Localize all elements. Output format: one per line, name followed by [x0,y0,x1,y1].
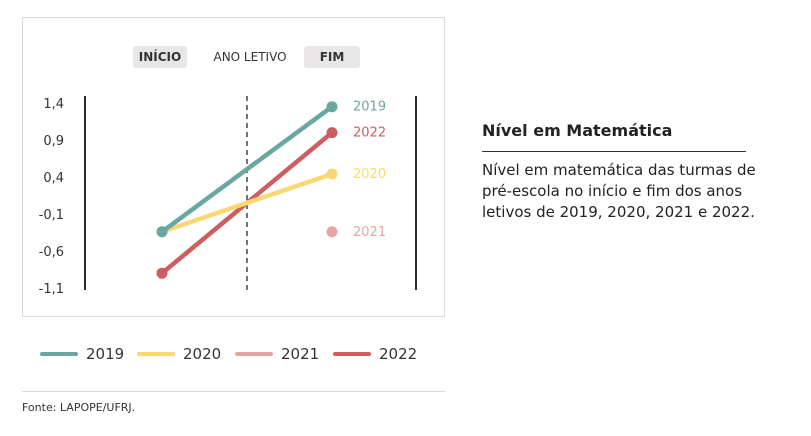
y-tick-label: -1,1 [39,282,64,297]
start-label: INÍCIO [133,46,187,68]
end-label-2019: 2019 [353,100,386,115]
point-end-2021 [326,226,338,238]
legend-label-2021: 2021 [281,345,320,363]
divider [22,391,445,392]
y-tick-label: -0,1 [39,208,64,223]
y-tick-label: 0,9 [43,134,64,149]
legend-label-2020: 2020 [183,345,222,363]
side-divider [482,151,746,152]
end-label-2020: 2020 [353,167,386,182]
y-tick-label: 0,4 [43,171,64,186]
legend-label-2022: 2022 [379,345,418,363]
y-tick-label: 1,4 [43,97,64,112]
series-line-2020 [159,171,335,235]
side-description: Nível em matemática das turmas de pré-es… [482,161,756,221]
chart-frame [22,17,445,317]
period-label: ANO LETIVO [213,50,287,64]
point-end-2020 [326,168,338,180]
legend-swatch-2019 [40,352,78,356]
end-label-2022: 2022 [353,126,386,141]
legend-swatch-2021 [235,352,273,356]
end-label-2021: 2021 [353,225,386,240]
legend-swatch-2022 [333,352,371,356]
point-end-2019 [326,101,338,113]
side-title: Nível em Matemática [482,121,673,140]
point-end-2022 [326,127,338,139]
point-start-2022 [156,267,168,279]
y-tick-label: -0,6 [39,245,64,260]
series-line-2019 [159,104,335,235]
end-label: FIM [304,46,360,68]
source-note: Fonte: LAPOPE/UFRJ. [22,401,136,414]
point-start-2019 [156,226,168,238]
legend-swatch-2020 [137,352,175,356]
legend-label-2019: 2019 [86,345,125,363]
